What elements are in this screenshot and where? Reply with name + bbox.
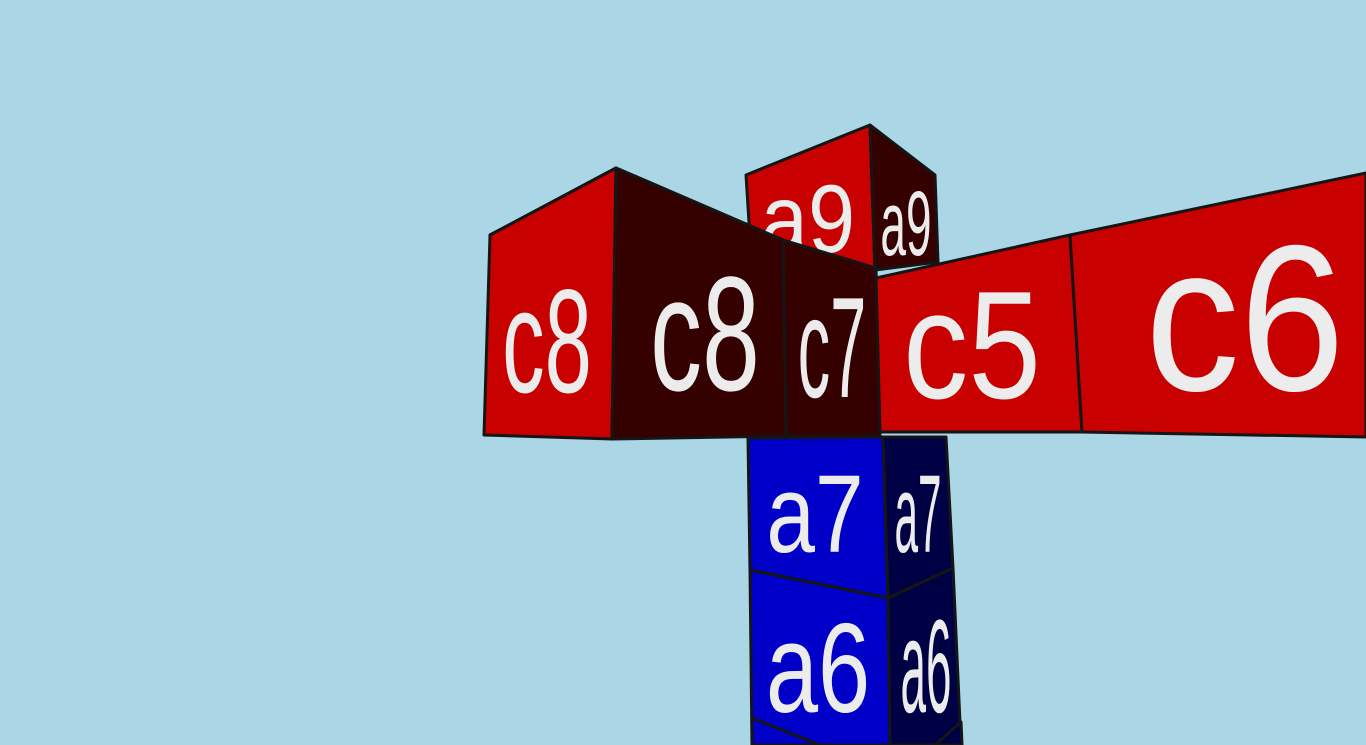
block-c7[interactable]: c7 [781,238,882,438]
block-a6-front-label: a6 [766,597,870,739]
block-c8[interactable]: c8 c8 [482,166,788,441]
block-c8-front-label: c8 [502,258,592,423]
block-a9-side-label: a9 [880,173,931,275]
block-a9-side-face [868,123,940,272]
block-c8-side-label: c8 [650,242,760,424]
block-a6-front-face [748,568,892,745]
block-a6-side-face [886,566,963,745]
block-c6-front-label: c6 [1145,203,1344,435]
block-c6-front-face [1068,171,1366,439]
block-a5-side-face [933,720,964,745]
block-a6[interactable]: a6 a6 [748,566,963,745]
block-a7-side-label: a7 [894,452,941,576]
block-a7-front-label: a7 [766,453,863,576]
block-a5-front-face [750,716,822,745]
block-a7[interactable]: a7 a7 [746,435,955,600]
block-a5[interactable] [750,716,964,745]
block-c6[interactable]: c6 [1068,171,1366,439]
block-a6-side-label: a6 [900,593,951,741]
block-c5-front-label: c5 [903,260,1041,431]
block-c7-side-label: c7 [798,267,867,428]
